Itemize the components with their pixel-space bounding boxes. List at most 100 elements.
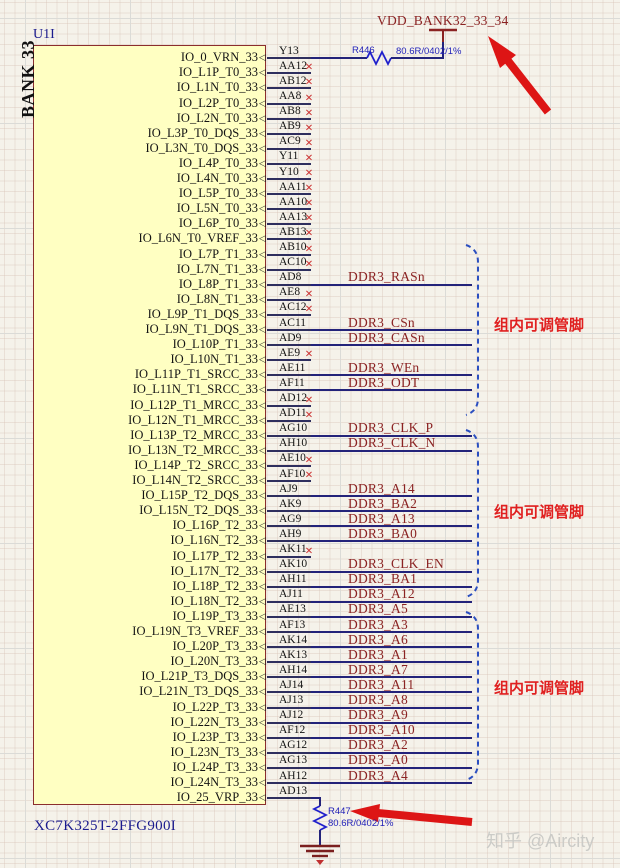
pin-stub[interactable] [267, 661, 311, 664]
net-label[interactable]: DDR3_A10 [348, 722, 415, 738]
pin-stub[interactable] [267, 253, 311, 256]
pin-stub[interactable] [267, 374, 311, 377]
pin-stub[interactable] [267, 464, 311, 467]
pin-stub[interactable] [267, 313, 311, 316]
net-wire[interactable] [311, 751, 472, 754]
net-wire[interactable] [311, 449, 472, 452]
pin-stub[interactable] [267, 268, 311, 271]
pin-stub[interactable] [267, 72, 311, 75]
pin-stub[interactable] [267, 57, 311, 60]
net-wire[interactable] [311, 434, 472, 437]
net-wire[interactable] [311, 782, 472, 785]
net-label[interactable]: DDR3_BA1 [348, 571, 418, 587]
pin-stub[interactable] [267, 223, 311, 226]
pin-stub[interactable] [267, 132, 311, 135]
pin-stub[interactable] [267, 676, 311, 679]
pin-stub[interactable] [267, 389, 311, 392]
net-wire[interactable] [311, 646, 472, 649]
pin-stub[interactable] [267, 495, 311, 498]
pin-stub[interactable] [267, 208, 311, 211]
pin-stub[interactable] [267, 449, 311, 452]
net-wire[interactable] [311, 691, 472, 694]
net-label[interactable]: DDR3_CLK_N [348, 435, 436, 451]
net-wire[interactable] [311, 525, 472, 528]
net-label[interactable]: DDR3_A5 [348, 601, 408, 617]
pin-stub[interactable] [267, 434, 311, 437]
pin-stub[interactable] [267, 329, 311, 332]
resistor-r447-ref[interactable]: R447 [328, 806, 351, 817]
net-wire[interactable] [311, 600, 472, 603]
net-label[interactable]: DDR3_A8 [348, 692, 408, 708]
pin-stub[interactable] [267, 193, 311, 196]
pin-stub[interactable] [267, 540, 311, 543]
net-label[interactable]: DDR3_WEn [348, 359, 420, 375]
net-wire[interactable] [311, 389, 472, 392]
power-net-label[interactable]: VDD_BANK32_33_34 [377, 13, 509, 28]
pin-stub[interactable] [267, 510, 311, 513]
pin-stub[interactable] [267, 706, 311, 709]
pin-stub[interactable] [267, 419, 311, 422]
pin-stub[interactable] [267, 283, 311, 286]
net-label[interactable]: DDR3_CLK_P [348, 420, 434, 436]
net-wire[interactable] [311, 615, 472, 618]
pin-stub[interactable] [267, 162, 311, 165]
net-label[interactable]: DDR3_A0 [348, 752, 408, 768]
component-body-bank33[interactable] [33, 45, 266, 805]
net-wire[interactable] [311, 721, 472, 724]
pin-stub[interactable] [267, 87, 311, 90]
net-label[interactable]: DDR3_A1 [348, 646, 408, 662]
pin-stub[interactable] [267, 298, 311, 301]
net-wire[interactable] [311, 510, 472, 513]
net-wire[interactable] [311, 736, 472, 739]
pin-stub[interactable] [267, 797, 311, 800]
pin-stub[interactable] [267, 600, 311, 603]
pin-stub[interactable] [267, 117, 311, 120]
pin-stub[interactable] [267, 102, 311, 105]
pin-stub[interactable] [267, 238, 311, 241]
net-label[interactable]: DDR3_A6 [348, 631, 408, 647]
net-wire[interactable] [311, 374, 472, 377]
net-wire[interactable] [311, 706, 472, 709]
net-label[interactable]: DDR3_A13 [348, 510, 415, 526]
net-label[interactable]: DDR3_A2 [348, 737, 408, 753]
pin-stub[interactable] [267, 782, 311, 785]
net-wire[interactable] [311, 540, 472, 543]
net-wire[interactable] [311, 570, 472, 573]
net-label[interactable]: DDR3_A3 [348, 616, 408, 632]
net-wire[interactable] [311, 495, 472, 498]
net-label[interactable]: DDR3_BA0 [348, 525, 418, 541]
pin-stub[interactable] [267, 585, 311, 588]
pin-stub[interactable] [267, 178, 311, 181]
net-label[interactable]: DDR3_CASn [348, 329, 425, 345]
net-wire[interactable] [311, 283, 472, 286]
pin-stub[interactable] [267, 525, 311, 528]
net-wire[interactable] [311, 661, 472, 664]
pin-stub[interactable] [267, 359, 311, 362]
pin-stub[interactable] [267, 570, 311, 573]
net-label[interactable]: DDR3_A7 [348, 661, 408, 677]
net-label[interactable]: DDR3_BA2 [348, 495, 418, 511]
pin-stub[interactable] [267, 751, 311, 754]
net-wire[interactable] [311, 329, 472, 332]
pin-stub[interactable] [267, 721, 311, 724]
net-label[interactable]: DDR3_ODT [348, 374, 420, 390]
net-label[interactable]: DDR3_RASn [348, 269, 425, 285]
resistor-r446-ref[interactable]: R446 [352, 45, 375, 56]
net-wire[interactable] [311, 766, 472, 769]
net-label[interactable]: DDR3_CLK_EN [348, 556, 444, 572]
net-label[interactable]: DDR3_A11 [348, 676, 415, 692]
pin-stub[interactable] [267, 736, 311, 739]
pin-stub[interactable] [267, 766, 311, 769]
net-wire[interactable] [311, 585, 472, 588]
pin-stub[interactable] [267, 615, 311, 618]
net-label[interactable]: DDR3_A9 [348, 707, 408, 723]
pin-stub[interactable] [267, 646, 311, 649]
pin-stub[interactable] [267, 480, 311, 483]
net-wire[interactable] [311, 676, 472, 679]
net-wire[interactable] [311, 631, 472, 634]
pin-stub[interactable] [267, 404, 311, 407]
pin-stub[interactable] [267, 631, 311, 634]
net-label[interactable]: DDR3_CSn [348, 314, 415, 330]
pin-stub[interactable] [267, 344, 311, 347]
pin-stub[interactable] [267, 555, 311, 558]
